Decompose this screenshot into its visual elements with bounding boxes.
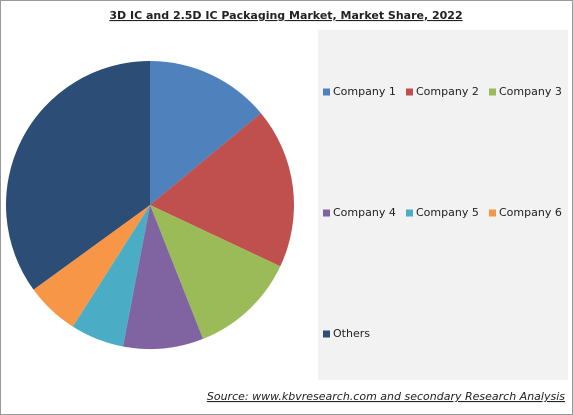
pie-slice (150, 113, 294, 267)
legend-label: Company 6 (499, 206, 562, 219)
legend-swatch (489, 209, 496, 217)
chart-title: 3D IC and 2.5D IC Packaging Market, Mark… (109, 9, 462, 22)
source-note: Source: www.kbvresearch.com and secondar… (207, 390, 565, 403)
legend-label: Company 3 (499, 85, 562, 98)
legend-label: Others (333, 327, 370, 340)
legend-swatch (406, 209, 413, 217)
legend-label: Company 1 (333, 85, 396, 98)
pie-slice (6, 61, 151, 290)
pie-slice (150, 61, 261, 205)
legend-swatch (323, 209, 330, 217)
legend-label: Company 2 (416, 85, 479, 98)
pie-slice (33, 205, 150, 327)
legend-label: Company 4 (333, 206, 396, 219)
legend-panel (318, 30, 568, 380)
legend-swatch (323, 88, 330, 96)
pie-slice (72, 205, 150, 347)
legend-swatch (406, 88, 413, 96)
legend-swatch (489, 88, 496, 96)
legend-label: Company 5 (416, 206, 479, 219)
pie-slice (123, 205, 204, 350)
legend-swatch (323, 330, 330, 338)
pie-slice (150, 205, 281, 339)
